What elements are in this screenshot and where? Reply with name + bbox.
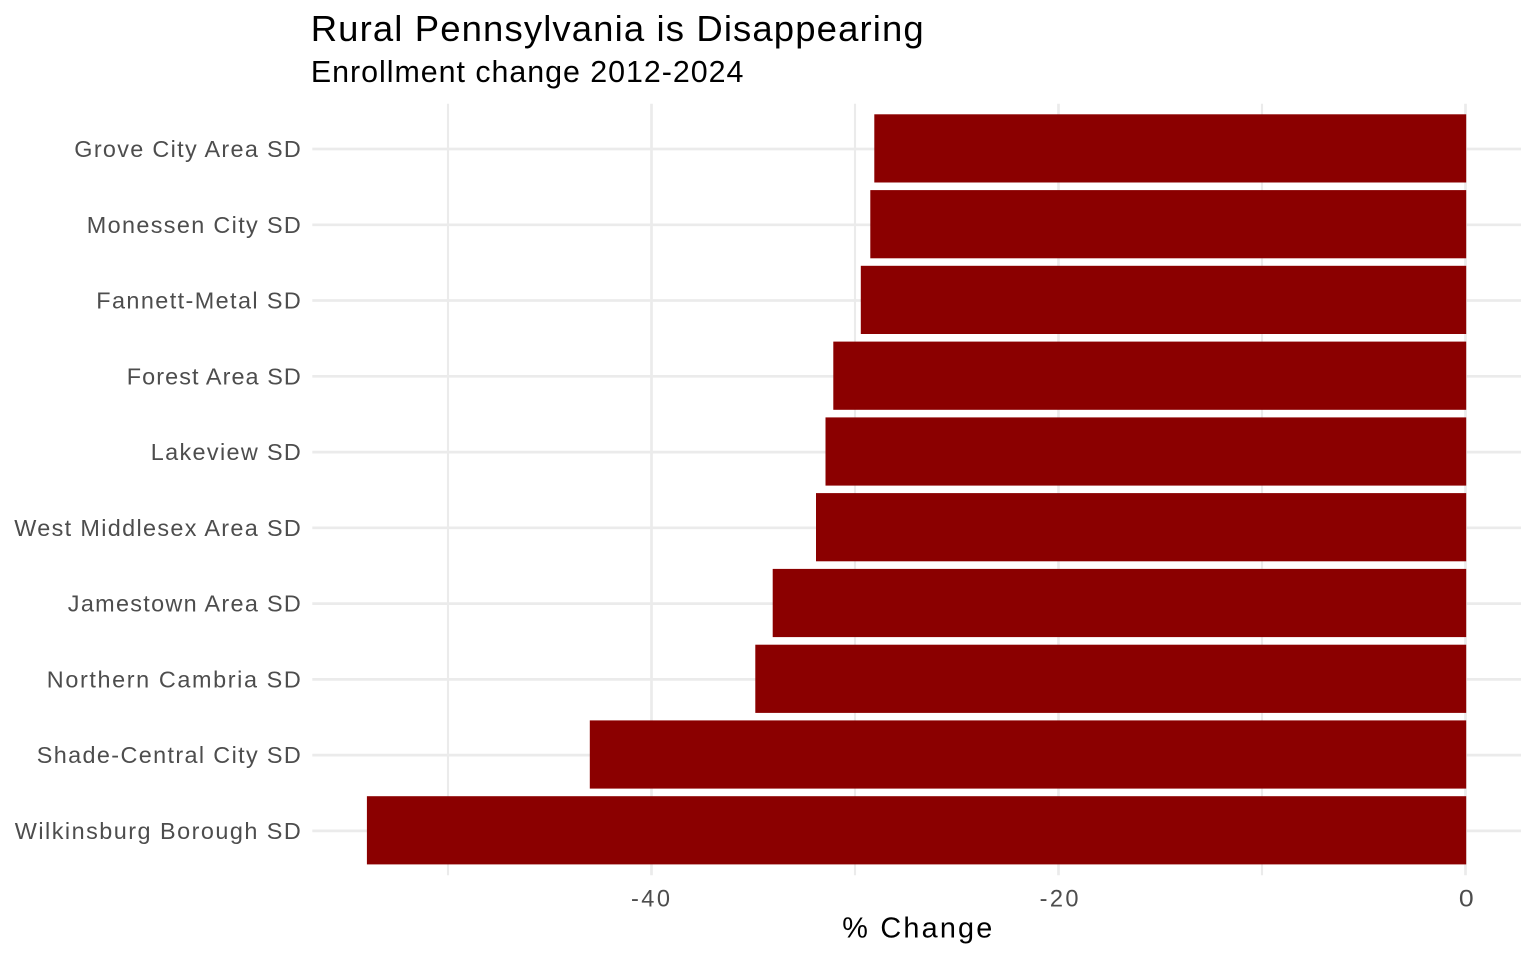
- svg-text:Enrollment change 2012-2024: Enrollment change 2012-2024: [311, 55, 744, 89]
- svg-text:-20: -20: [1040, 886, 1079, 912]
- svg-text:West Middlesex Area SD: West Middlesex Area SD: [14, 515, 301, 541]
- svg-text:Forest Area SD: Forest Area SD: [127, 363, 301, 389]
- svg-text:Jamestown Area SD: Jamestown Area SD: [68, 591, 301, 617]
- svg-text:Northern Cambria SD: Northern Cambria SD: [47, 666, 301, 692]
- svg-text:% Change: % Change: [842, 913, 992, 945]
- svg-text:Lakeview SD: Lakeview SD: [151, 439, 301, 465]
- svg-text:Rural Pennsylvania is Disappea: Rural Pennsylvania is Disappearing: [311, 8, 924, 49]
- svg-text:Shade-Central City SD: Shade-Central City SD: [37, 742, 301, 768]
- svg-text:-40: -40: [631, 886, 670, 912]
- svg-text:Fannett-Metal SD: Fannett-Metal SD: [96, 288, 301, 314]
- svg-text:Grove City Area SD: Grove City Area SD: [74, 136, 301, 162]
- svg-text:Wilkinsburg Borough SD: Wilkinsburg Borough SD: [15, 818, 301, 844]
- svg-text:0: 0: [1459, 886, 1474, 912]
- svg-text:Monessen City SD: Monessen City SD: [87, 212, 301, 238]
